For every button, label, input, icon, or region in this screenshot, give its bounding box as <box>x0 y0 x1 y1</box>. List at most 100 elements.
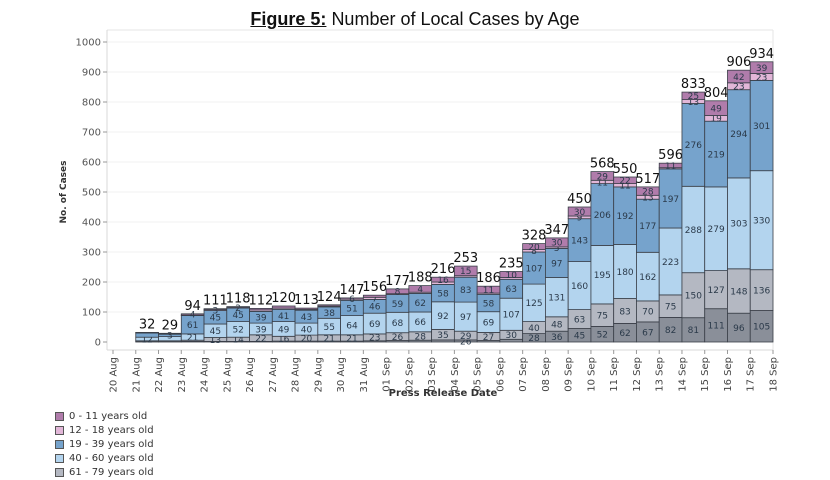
bar-total-label: 124 <box>317 290 342 305</box>
segment-label: 82 <box>665 326 676 336</box>
x-tick-label: 08 Sep <box>541 357 552 392</box>
segment-label: 15 <box>460 267 471 277</box>
segment-label: 61 <box>187 321 198 331</box>
legend-label: 19 - 39 years old <box>69 439 154 450</box>
bar-segment <box>363 295 386 297</box>
segment-label: 41 <box>278 312 289 322</box>
legend-label: 61 - 79 years old <box>69 467 154 478</box>
bar-total-label: 118 <box>226 292 251 307</box>
segment-label: 29 <box>460 332 472 342</box>
segment-label: 107 <box>503 311 520 321</box>
y-axis-title: No. of Cases <box>59 161 69 224</box>
segment-label: 28 <box>528 334 540 344</box>
segment-label: 148 <box>730 287 747 297</box>
x-tick-label: 12 Sep <box>632 357 643 392</box>
segment-label: 136 <box>753 286 770 296</box>
bar-total-label: 94 <box>184 299 201 314</box>
segment-label: 62 <box>619 329 630 339</box>
legend-item[interactable]: 40 - 60 years old <box>55 452 154 465</box>
segment-label: 16 <box>437 276 449 286</box>
bar-total-label: 833 <box>681 77 706 92</box>
bar-group: 329 <box>159 318 182 342</box>
x-tick-label: 09 Sep <box>564 357 575 392</box>
segment-label: 21 <box>346 334 357 344</box>
x-tick-label: 27 Aug <box>268 357 279 392</box>
segment-label: 36 <box>551 333 563 343</box>
x-tick-label: 10 Sep <box>586 357 597 392</box>
legend-swatch <box>55 412 64 421</box>
segment-label: 22 <box>255 334 266 344</box>
segment-label: 19 <box>710 115 722 125</box>
legend-item[interactable]: 19 - 39 years old <box>55 438 154 451</box>
segment-label: 11 <box>665 162 676 172</box>
bar-total-label: 32 <box>139 317 156 332</box>
x-tick-label: 20 Aug <box>109 357 120 392</box>
segment-label: 49 <box>278 325 290 335</box>
x-tick-label: 02 Sep <box>404 357 415 392</box>
x-tick-label: 04 Sep <box>450 357 461 392</box>
x-tick-label: 29 Aug <box>313 357 324 392</box>
segment-label: 70 <box>642 308 654 318</box>
legend-item[interactable]: 0 - 11 years old <box>55 410 154 423</box>
segment-label: 45 <box>574 332 585 342</box>
segment-label: 22 <box>619 177 630 187</box>
segment-label: 30 <box>506 331 518 341</box>
segment-label: 279 <box>708 225 725 235</box>
segment-label: 30 <box>551 239 563 249</box>
bar-total-label: 328 <box>522 229 547 244</box>
segment-label: 127 <box>708 286 725 296</box>
bar-total-label: 156 <box>362 280 387 295</box>
x-tick-label: 17 Sep <box>746 357 757 392</box>
bar-total-label: 186 <box>476 271 501 286</box>
segment-label: 150 <box>685 292 702 302</box>
legend-label: 40 - 60 years old <box>69 453 154 464</box>
segment-label: 10 <box>506 271 518 281</box>
segment-label: 111 <box>708 322 725 332</box>
segment-label: 197 <box>662 195 679 205</box>
bar-total-label: 568 <box>590 157 615 172</box>
segment-label: 83 <box>460 286 471 296</box>
segment-label: 195 <box>594 271 611 281</box>
segment-label: 48 <box>551 320 563 330</box>
segment-label: 162 <box>639 273 656 283</box>
bar-total-label: 450 <box>567 192 592 207</box>
y-tick-label: 200 <box>82 278 101 289</box>
bar-total-label: 177 <box>385 274 410 289</box>
segment-label: 23 <box>756 73 767 83</box>
bar-total-label: 906 <box>726 55 751 70</box>
segment-label: 97 <box>460 313 471 323</box>
segment-label: 66 <box>415 318 427 328</box>
segment-label: 49 <box>710 104 722 114</box>
segment-label: 96 <box>733 324 745 334</box>
x-tick-label: 03 Sep <box>427 357 438 392</box>
x-tick-label: 14 Sep <box>677 357 688 392</box>
bar-total-label: 934 <box>749 47 774 62</box>
segment-label: 23 <box>369 334 380 344</box>
segment-label: 63 <box>506 285 517 295</box>
legend-item[interactable]: 12 - 18 years old <box>55 424 154 437</box>
segment-label: 276 <box>685 141 702 151</box>
segment-label: 23 <box>733 83 744 93</box>
bar-total-label: 517 <box>635 172 660 187</box>
y-tick-label: 900 <box>82 68 101 79</box>
segment-label: 75 <box>665 302 676 312</box>
bar-total-label: 188 <box>408 271 433 286</box>
x-axis-title: Press Release Date <box>389 388 498 399</box>
segment-label: 69 <box>483 318 495 328</box>
x-tick-label: 26 Aug <box>245 357 256 392</box>
x-tick-label: 23 Aug <box>177 357 188 392</box>
x-tick-label: 22 Aug <box>154 357 165 392</box>
segment-label: 301 <box>753 122 770 132</box>
segment-label: 83 <box>619 307 630 317</box>
